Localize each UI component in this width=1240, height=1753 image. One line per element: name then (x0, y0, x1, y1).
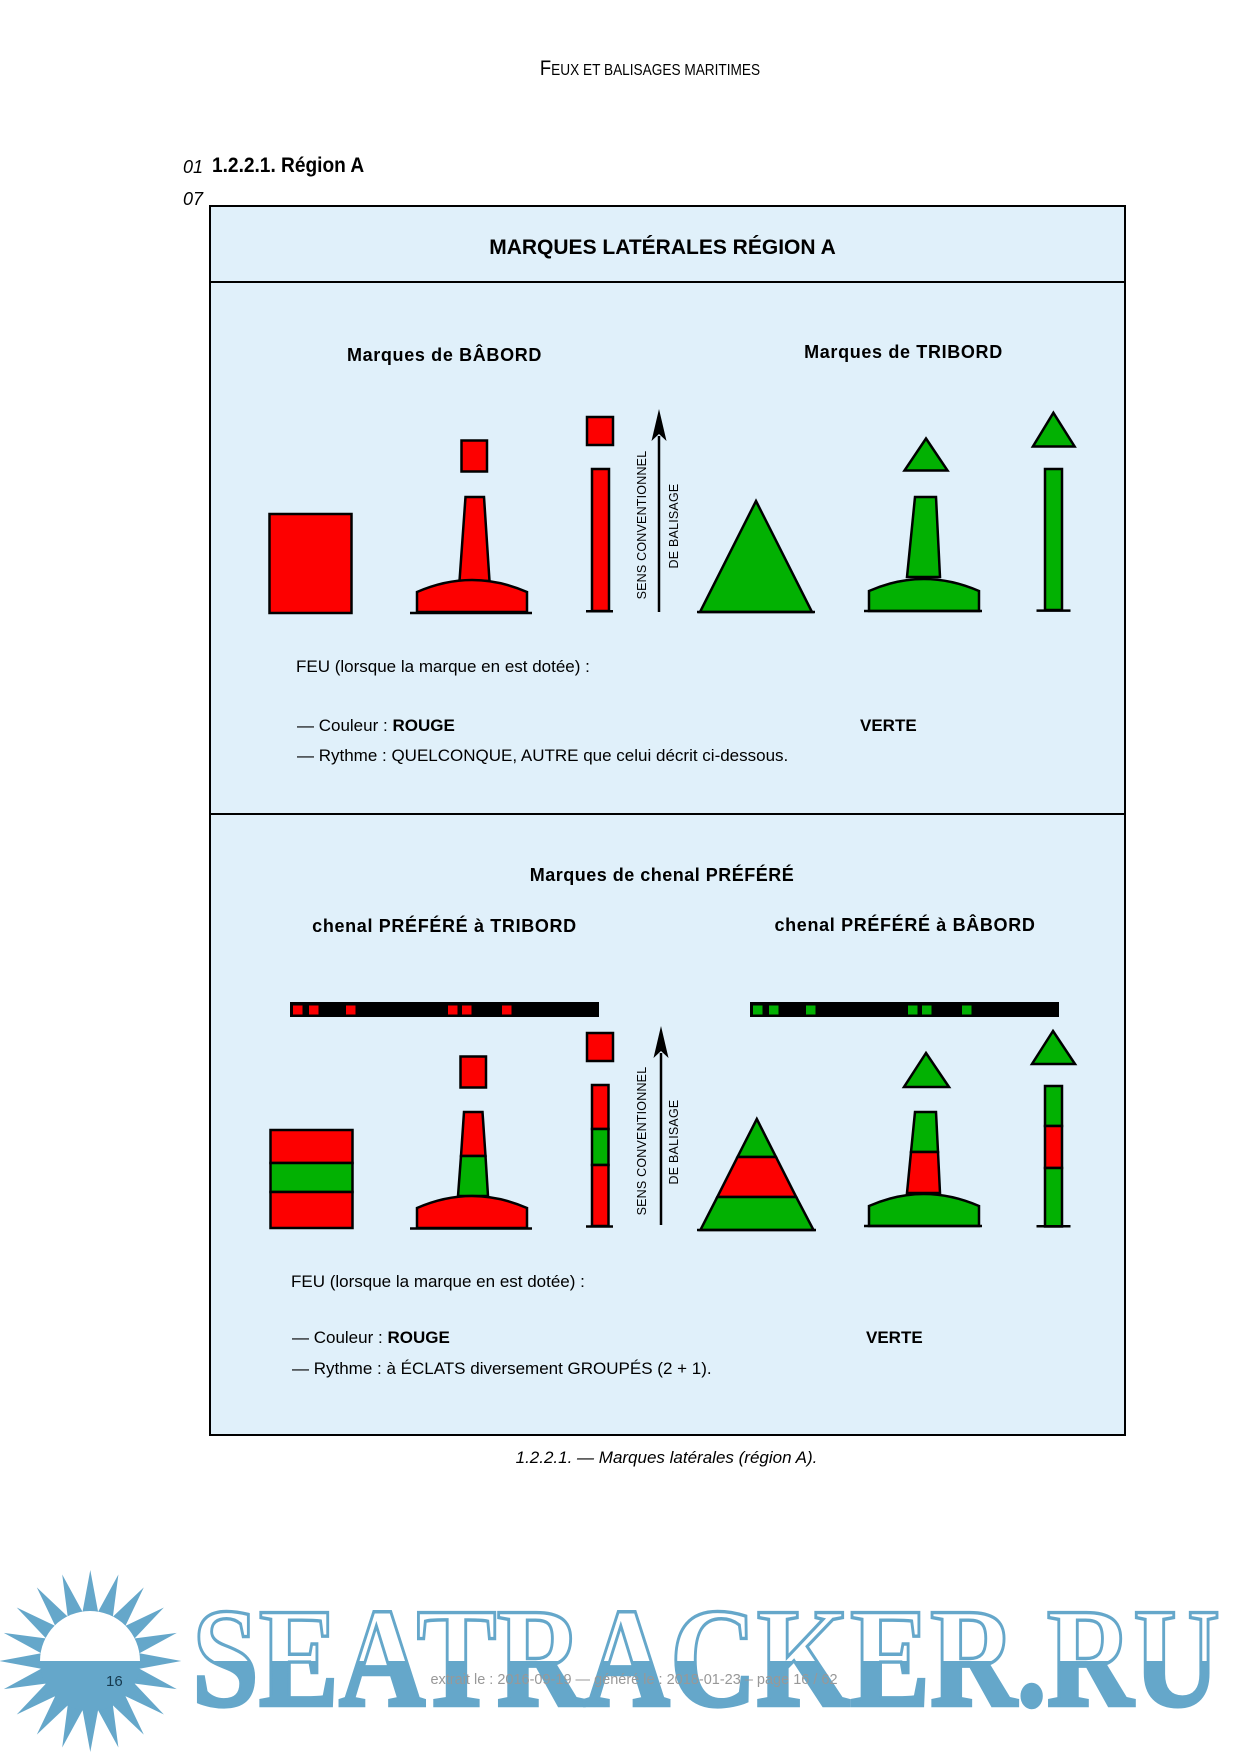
svg-text:SEATRACKER.RU: SEATRACKER.RU (192, 1579, 1220, 1737)
